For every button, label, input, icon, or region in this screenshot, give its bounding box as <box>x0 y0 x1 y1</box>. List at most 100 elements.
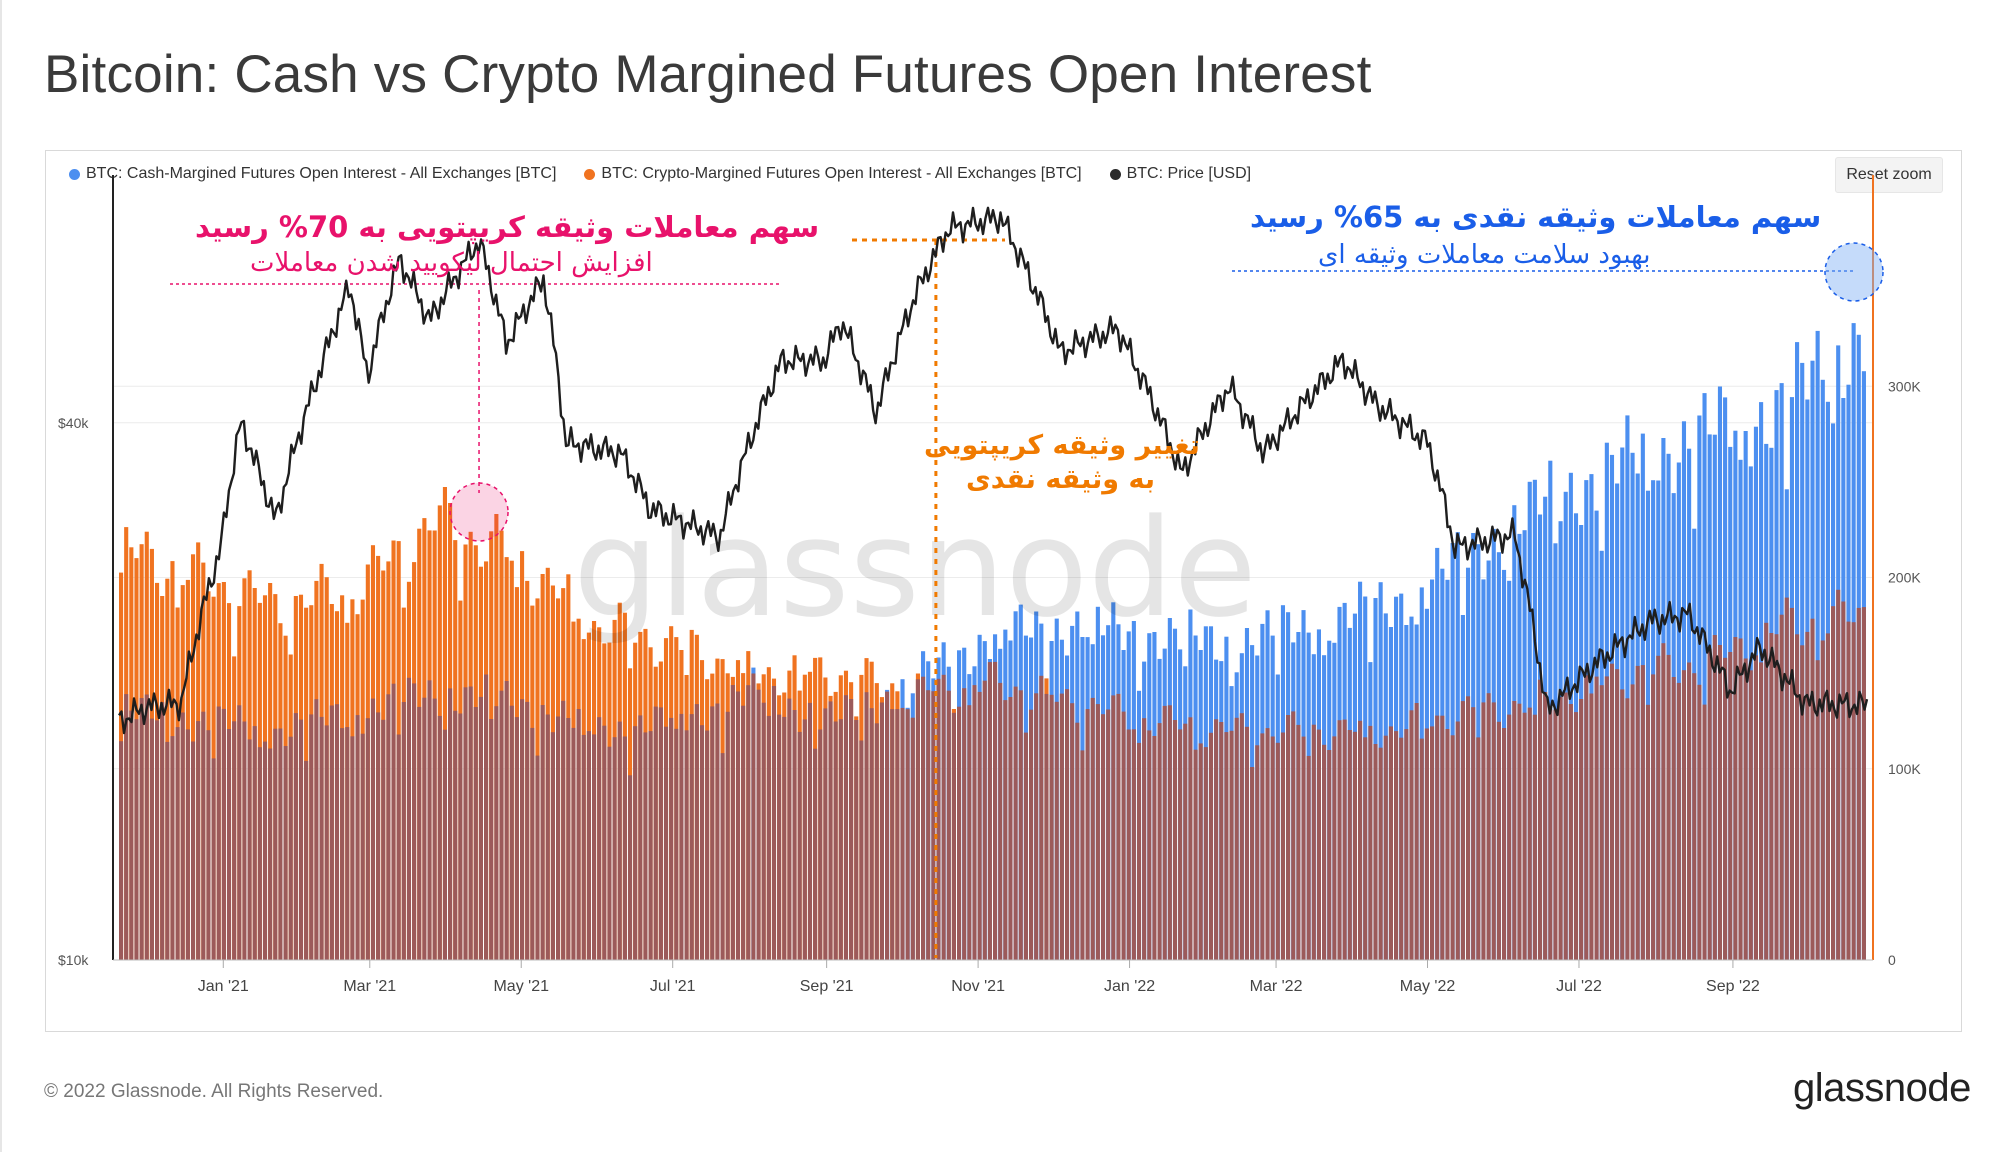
overlap-oi-bar <box>1255 745 1260 960</box>
overlap-oi-bar <box>1090 697 1095 960</box>
axis-ticks: 0 100K 200K 300K $10k $40k Jan '21 Mar '21 May '… <box>58 378 1921 995</box>
overlap-oi-bar <box>165 741 170 960</box>
overlap-oi-bar <box>1142 718 1147 960</box>
overlap-oi-bar <box>612 737 617 960</box>
overlap-oi-bar <box>1774 634 1779 960</box>
overlap-oi-bar <box>401 702 406 960</box>
x-axis-tick-label: May '21 <box>493 978 549 995</box>
overlap-oi-bar <box>807 702 813 960</box>
overlap-oi-bar <box>1414 703 1419 960</box>
overlap-oi-bar <box>982 680 987 960</box>
overlap-oi-bar <box>1280 732 1286 960</box>
overlap-oi-bar <box>638 715 643 960</box>
overlap-oi-bar <box>509 705 514 960</box>
overlap-oi-bar <box>741 705 746 960</box>
overlap-oi-bar <box>1178 729 1183 960</box>
reset-zoom-button[interactable]: Reset zoom <box>1835 157 1943 193</box>
overlap-oi-bar <box>283 746 288 960</box>
overlap-oi-bar <box>314 699 319 960</box>
overlap-oi-bar <box>417 706 422 960</box>
overlap-oi-bar <box>1635 665 1640 960</box>
overlap-oi-bar <box>262 741 268 960</box>
axes <box>112 175 1874 961</box>
overlap-oi-bar <box>1126 729 1131 960</box>
overlap-oi-bar <box>1028 709 1034 960</box>
overlap-oi-bar <box>1666 654 1671 960</box>
right-axis-tick-label: 200K <box>1888 570 1921 586</box>
overlap-oi-bar <box>1661 643 1666 960</box>
overlap-oi-bar <box>921 676 926 960</box>
overlap-oi-bar <box>566 718 571 960</box>
overlap-oi-bar <box>499 690 504 960</box>
overlap-oi-bar <box>550 732 555 960</box>
overlap-oi-bar <box>406 677 412 960</box>
overlap-oi-bar <box>1049 694 1054 960</box>
overlap-oi-bar <box>987 662 992 960</box>
overlap-oi-bar <box>1311 724 1316 960</box>
overlap-oi-bar <box>993 661 998 960</box>
overlap-oi-bar <box>951 712 956 960</box>
overlap-oi-bar <box>1558 696 1563 960</box>
overlap-oi-bar <box>1584 675 1589 960</box>
overlap-oi-bar <box>885 691 890 960</box>
overlap-oi-bar <box>972 685 977 960</box>
overlap-oi-bar <box>1825 633 1830 960</box>
overlap-oi-bar <box>1368 725 1373 960</box>
overlap-oi-bar <box>1676 682 1681 960</box>
overlap-oi-bar <box>334 704 340 960</box>
legend-item-cash[interactable]: BTC: Cash-Margined Futures Open Interest… <box>69 165 556 183</box>
overlap-oi-bar <box>1460 701 1465 960</box>
overlap-oi-bar <box>730 685 735 960</box>
overlap-oi-bar <box>453 710 458 960</box>
overlap-oi-bar <box>1800 645 1805 960</box>
overlap-oi-bar <box>1645 704 1651 960</box>
overlap-oi-bar <box>1327 750 1332 960</box>
overlap-oi-bar <box>190 741 196 960</box>
x-axis-tick-label: Sep '21 <box>800 978 854 995</box>
overlap-oi-bar <box>1805 631 1810 960</box>
overlap-oi-bar <box>1018 690 1023 960</box>
overlap-oi-bar <box>196 721 201 960</box>
overlap-oi-bar <box>1419 738 1424 960</box>
overlap-oi-bar <box>396 734 401 960</box>
overlap-oi-bar <box>370 698 376 960</box>
overlap-oi-bar <box>514 717 519 960</box>
overlap-oi-bar <box>1347 730 1352 960</box>
legend-item-crypto[interactable]: BTC: Crypto-Margined Futures Open Intere… <box>584 165 1082 183</box>
overlap-oi-bar <box>1594 676 1599 960</box>
overlap-oi-bar <box>298 719 304 960</box>
overlap-oi-bar <box>1059 693 1064 960</box>
overlap-oi-bar <box>823 708 828 960</box>
overlap-oi-bar <box>658 707 663 960</box>
overlap-oi-bar <box>931 691 936 960</box>
overlap-oi-bar <box>833 721 838 960</box>
overlap-oi-bar <box>149 718 154 960</box>
overlap-oi-bar <box>1064 689 1070 960</box>
overlap-oi-bar <box>1640 665 1645 960</box>
x-axis-tick-label: Jan '22 <box>1104 978 1155 995</box>
overlap-oi-bar <box>1322 744 1327 960</box>
page-title: Bitcoin: Cash vs Crypto Margined Futures… <box>44 45 1372 104</box>
overlap-oi-bar <box>1548 709 1553 960</box>
overlap-oi-bar <box>1759 662 1764 960</box>
overlap-oi-bar <box>1764 622 1769 960</box>
overlap-oi-bar <box>957 706 962 960</box>
overlap-oi-bar <box>1291 711 1296 960</box>
right-axis-tick-label: 300K <box>1888 378 1921 394</box>
overlap-oi-bar <box>1203 747 1208 960</box>
overlap-oi-bar <box>1471 707 1476 960</box>
overlap-oi-bar <box>216 706 221 960</box>
overlap-oi-bar <box>751 673 756 960</box>
overlap-oi-bar <box>134 719 139 960</box>
overlap-oi-bar <box>304 760 309 960</box>
overlap-oi-bar <box>329 705 334 960</box>
overlap-oi-bar <box>663 726 669 960</box>
overlap-oi-bar <box>746 685 751 960</box>
overlap-oi-bar <box>1769 633 1774 960</box>
overlap-oi-bar <box>273 728 278 960</box>
overlap-oi-bar <box>391 683 396 960</box>
overlap-oi-bar <box>1692 673 1697 960</box>
legend-item-price[interactable]: BTC: Price [USD] <box>1109 165 1251 183</box>
watermark: glassnode <box>573 490 1257 647</box>
overlap-oi-bar <box>1100 714 1106 960</box>
